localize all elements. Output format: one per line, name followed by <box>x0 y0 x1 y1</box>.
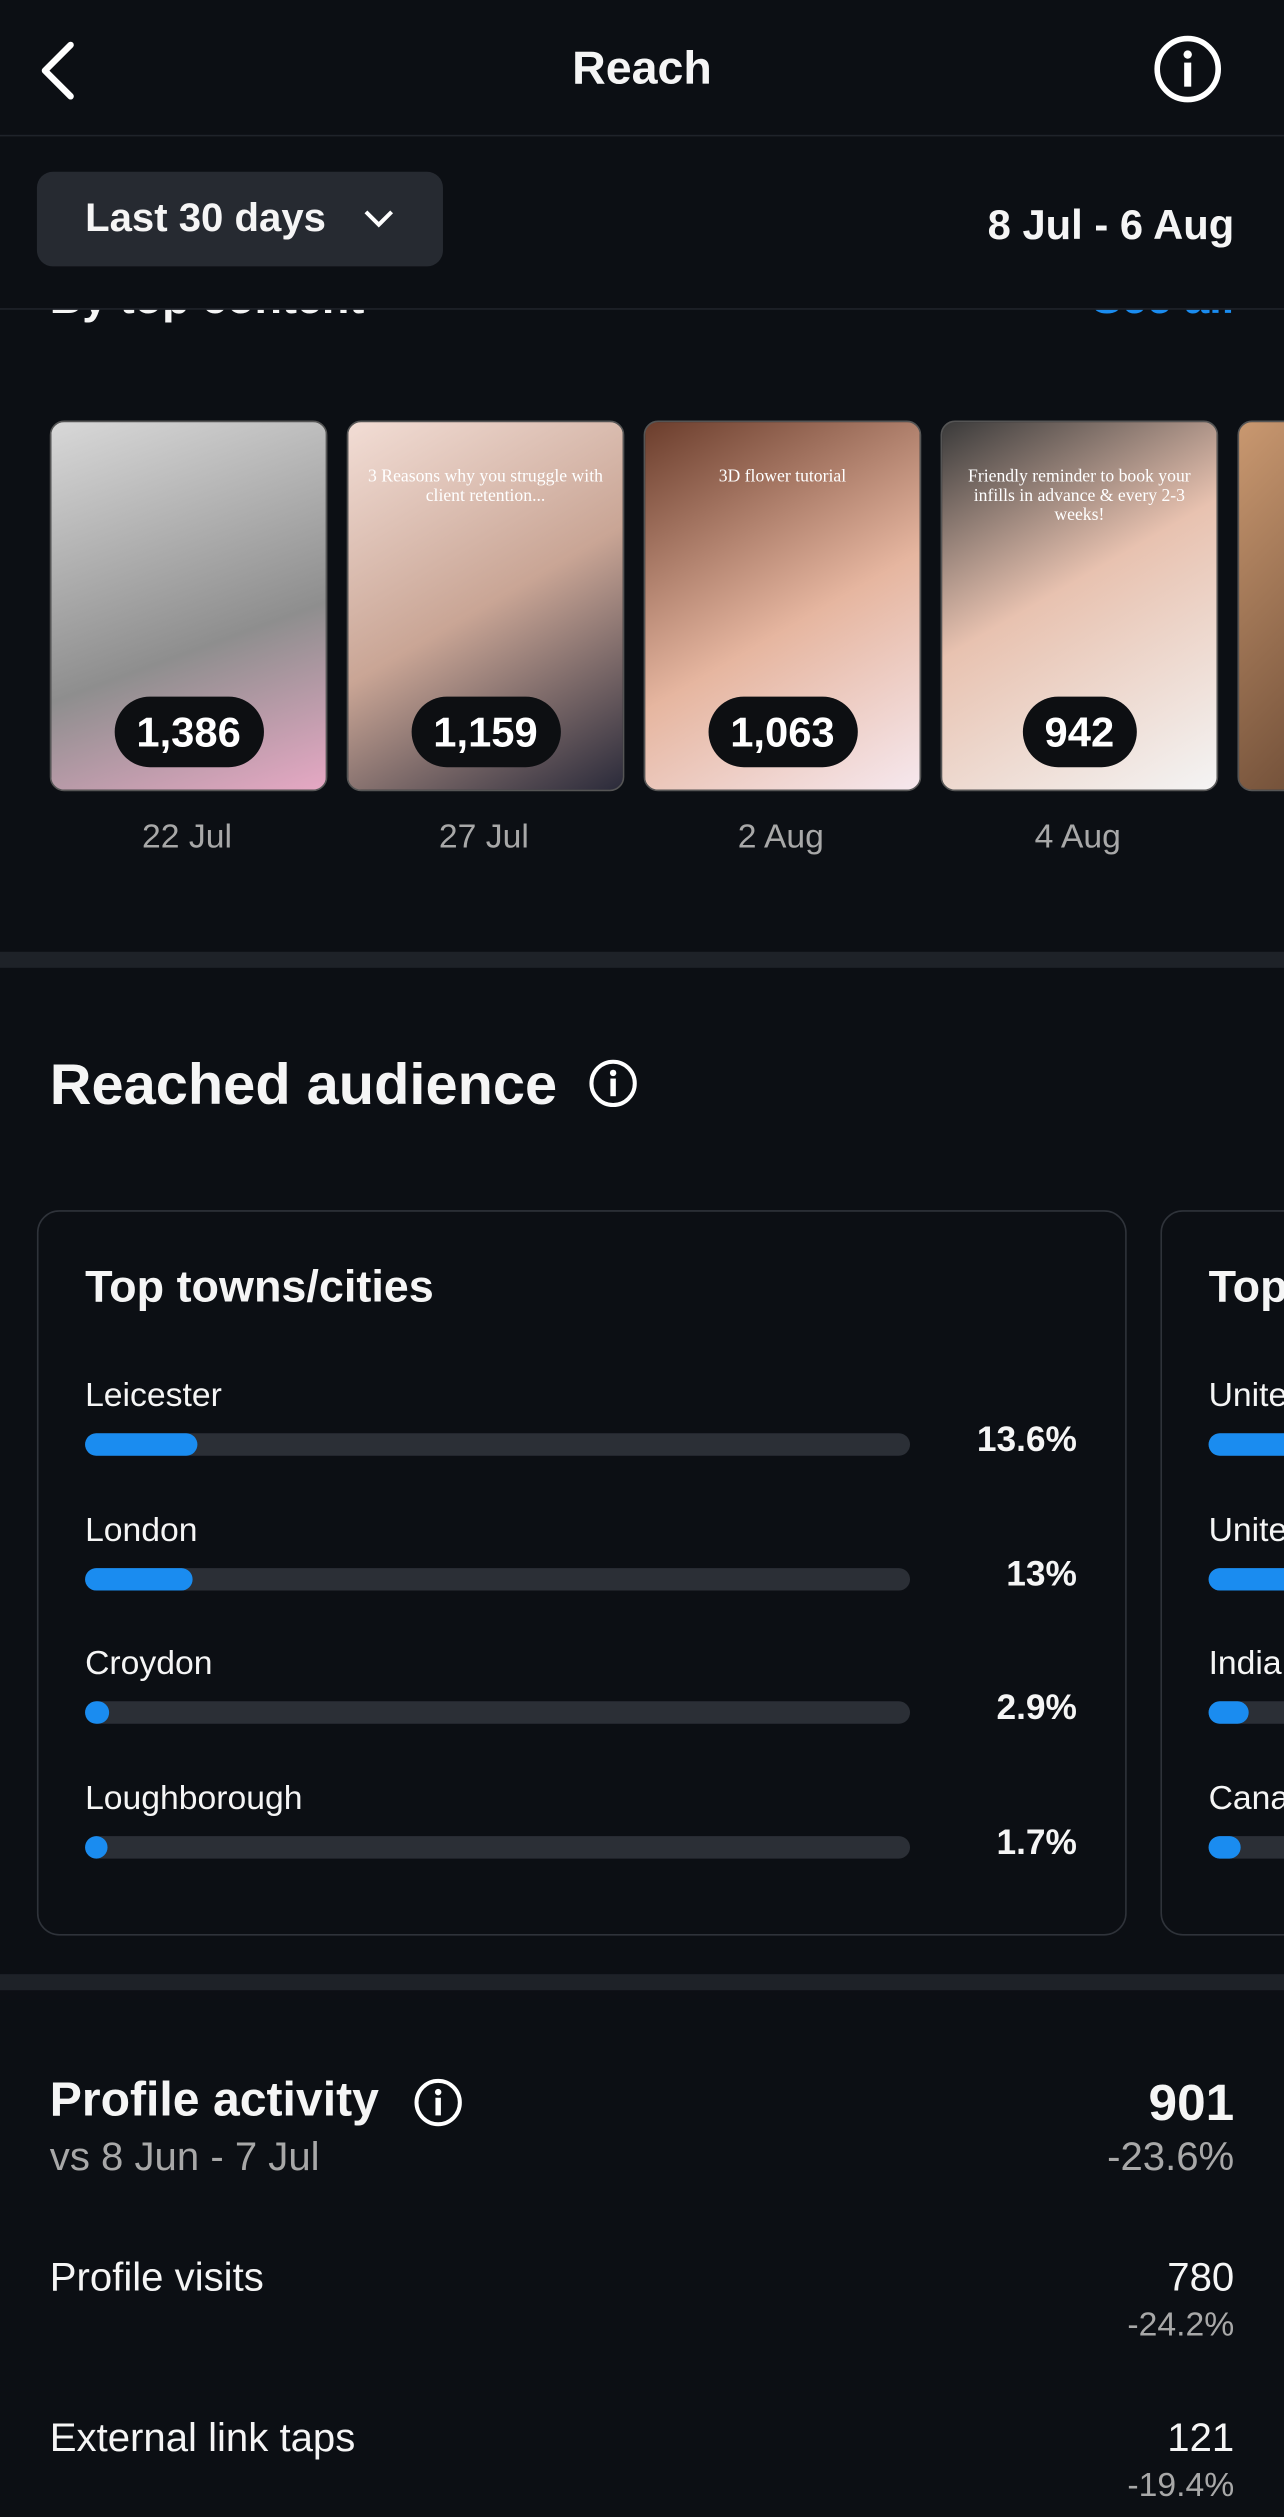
town-name: Croydon <box>85 1645 213 1683</box>
bar-fill <box>1208 1701 1249 1724</box>
percent-label: 2.9% <box>996 1686 1077 1727</box>
back-button[interactable] <box>32 39 83 103</box>
percent-label: 13.6% <box>976 1418 1077 1459</box>
post-views: 1,063 <box>707 696 858 768</box>
dropdown-chevron <box>364 210 394 228</box>
country-name: Unite <box>1208 1377 1284 1415</box>
post-caption: 3 Reasons why you struggle with client r… <box>368 467 603 506</box>
percent-label: 13% <box>1006 1552 1077 1593</box>
post-views: 1,386 <box>113 696 264 768</box>
country-name: India <box>1208 1645 1282 1683</box>
post-views: 1,159 <box>410 696 561 768</box>
card-title: Top <box>1208 1261 1284 1312</box>
thumbnail-partial <box>1237 420 1284 792</box>
comparison-period: vs 8 Jun - 7 Jul <box>49 2134 320 2180</box>
town-name: Loughborough <box>85 1779 303 1817</box>
bar <box>85 1701 109 1724</box>
post-date: 4 Aug <box>1034 818 1121 856</box>
info-button[interactable] <box>1152 34 1223 105</box>
bar-track <box>85 1701 911 1724</box>
town-name: Leicester <box>85 1377 222 1415</box>
bar-fill <box>1208 1567 1284 1590</box>
post-thumbnail[interactable]: 3D flower tutorial 1,063 <box>643 420 922 792</box>
post-thumbnail[interactable]: 3 Reasons why you struggle with client r… <box>346 420 625 792</box>
post-views: 942 <box>1022 696 1137 768</box>
towns-card <box>36 1210 1127 1936</box>
bar-track <box>85 1433 911 1456</box>
bar-track <box>85 1567 911 1590</box>
info-icon[interactable] <box>587 1058 638 1109</box>
section-heading: Profile activity <box>49 2073 379 2127</box>
metric-change: -24.2% <box>1127 2306 1235 2344</box>
bar-fill <box>1208 1433 1284 1456</box>
bar-track <box>1208 1835 1284 1858</box>
metric-label: External link taps <box>49 2415 356 2461</box>
total-value: 901 <box>1148 2073 1235 2132</box>
bar <box>85 1835 108 1858</box>
post-date: 27 Jul <box>438 818 529 856</box>
card-title: Top towns/cities <box>85 1261 434 1312</box>
countries-card <box>1160 1210 1284 1936</box>
divider <box>0 134 1284 137</box>
post-caption: 3D flower tutorial <box>718 467 847 487</box>
total-change: -23.6% <box>1107 2134 1235 2180</box>
post-thumbnail[interactable]: 1,386 <box>49 420 328 792</box>
metric-value: 121 <box>1167 2415 1235 2461</box>
header-title: Reach <box>572 43 712 95</box>
town-name: London <box>85 1511 198 1549</box>
bar-track <box>85 1835 911 1858</box>
bar-fill <box>1208 1835 1241 1858</box>
metric-change: -19.4% <box>1127 2466 1235 2504</box>
bar <box>85 1433 198 1456</box>
section-heading: Reached audience <box>49 1051 558 1118</box>
metric-value: 780 <box>1167 2255 1235 2300</box>
bar-track <box>1208 1433 1284 1456</box>
post-thumbnail[interactable]: Friendly reminder to book your infills i… <box>940 420 1219 792</box>
bar <box>85 1567 193 1590</box>
section-separator <box>0 1974 1284 1991</box>
post-caption: Friendly reminder to book your infills i… <box>968 467 1191 525</box>
bar-track <box>1208 1701 1284 1724</box>
country-name: Cana <box>1208 1779 1284 1817</box>
percent-label: 1.7% <box>996 1820 1077 1861</box>
section-separator <box>0 951 1284 968</box>
bar-track <box>1208 1567 1284 1590</box>
date-range: 8 Jul - 6 Aug <box>987 200 1235 249</box>
post-date: 2 Aug <box>737 818 824 856</box>
metric-label: Profile visits <box>49 2255 264 2300</box>
info-icon[interactable] <box>412 2077 463 2128</box>
post-date: 22 Jul <box>141 818 232 856</box>
country-name: Unite <box>1208 1511 1284 1549</box>
range-label: Last 30 days <box>85 195 326 241</box>
